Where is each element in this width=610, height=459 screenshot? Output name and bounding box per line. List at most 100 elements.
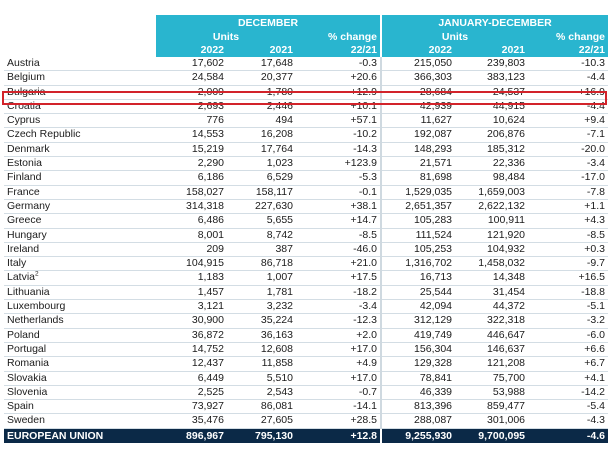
- cell-decpct: +12.8: [296, 428, 383, 443]
- cell-dec21: 494: [227, 113, 296, 129]
- cell-decpct: +2.0: [296, 328, 383, 343]
- cell-dec21: 6,529: [227, 170, 296, 186]
- cell-jd22: 215,050: [381, 57, 456, 72]
- table-row: Latvia2 1,183 1,007 +17.5 16,713 14,348 +16.5: [4, 270, 609, 286]
- table-row: Luxembourg 3,121 3,232 -3.4 42,094 44,372 -5.1: [4, 299, 609, 315]
- table-row: France 158,027 158,117 -0.1 1,529,035 1,659,0…: [4, 185, 609, 200]
- cell-decpct: +20.6: [296, 70, 383, 86]
- country-name: EUROPEAN UNION: [4, 428, 156, 443]
- country-name: Spain: [4, 399, 156, 415]
- cell-jdpct: +0.3: [528, 242, 609, 258]
- country-name-text: Denmark: [7, 142, 50, 155]
- cell-jd22: 21,571: [381, 156, 456, 172]
- country-name: Netherlands: [4, 313, 156, 329]
- cell-jd22: 156,304: [381, 342, 456, 358]
- country-name: Poland: [4, 328, 156, 343]
- cell-jd22: 366,303: [381, 70, 456, 86]
- header-ratio-dec: 22/21: [296, 44, 383, 57]
- cell-jd21: 24,537: [455, 85, 529, 100]
- header-units-jd: Units: [381, 31, 529, 44]
- country-name: Romania: [4, 356, 156, 372]
- cell-jd22: 25,544: [381, 285, 456, 301]
- country-name: Estonia: [4, 156, 156, 172]
- total-row: EUROPEAN UNION 896,967 795,130 +12.8 9,255,9…: [4, 428, 609, 443]
- cell-dec21: 12,608: [227, 342, 296, 358]
- cell-decpct: +38.1: [296, 199, 383, 215]
- cell-dec21: 387: [227, 242, 296, 258]
- country-name-text: Poland: [7, 328, 40, 341]
- cell-jd21: 1,458,032: [455, 256, 529, 272]
- table-row: Lithuania 1,457 1,781 -18.2 25,544 31,454 -18.…: [4, 285, 609, 301]
- table-row: Sweden 35,476 27,605 +28.5 288,087 301,006 -4.…: [4, 413, 609, 429]
- country-name-text: Cyprus: [7, 114, 41, 127]
- cell-dec21: 8,742: [227, 228, 296, 243]
- cell-jd22: 28,684: [381, 85, 456, 100]
- cell-dec21: 36,163: [227, 328, 296, 343]
- cell-jd21: 100,911: [455, 213, 529, 229]
- cell-jd21: 1,659,003: [455, 185, 529, 200]
- country-name-text: Romania: [7, 357, 50, 370]
- cell-jdpct: -4.3: [528, 413, 609, 429]
- cell-decpct: +4.9: [296, 356, 383, 372]
- cell-jdpct: +4.1: [528, 371, 609, 386]
- country-name: Portugal: [4, 342, 156, 358]
- cell-jd22: 105,253: [381, 242, 456, 258]
- cell-jdpct: +16.9: [528, 85, 609, 100]
- cell-dec22: 1,457: [156, 285, 227, 301]
- country-name-text: Slovakia: [7, 371, 47, 384]
- cell-jdpct: -3.2: [528, 313, 609, 329]
- cell-jdpct: +4.3: [528, 213, 609, 229]
- cell-jd21: 2,622,132: [455, 199, 529, 215]
- country-name: Italy: [4, 256, 156, 272]
- country-name-text: EUROPEAN UNION: [7, 429, 104, 442]
- header-year-2022-dec: 2022: [156, 44, 227, 57]
- cell-dec21: 795,130: [227, 428, 296, 443]
- cell-jd21: 322,318: [455, 313, 529, 329]
- table-row: Poland 36,872 36,163 +2.0 419,749 446,647 -6.0: [4, 328, 609, 343]
- cell-jd22: 81,698: [381, 170, 456, 186]
- cell-jd22: 312,129: [381, 313, 456, 329]
- country-name: Czech Republic: [4, 127, 156, 143]
- cell-dec21: 20,377: [227, 70, 296, 86]
- cell-dec22: 896,967: [156, 428, 227, 443]
- cell-dec22: 14,553: [156, 127, 227, 143]
- cell-jd22: 78,841: [381, 371, 456, 386]
- table-row: Estonia 2,290 1,023 +123.9 21,571 22,336 -3.4: [4, 156, 609, 172]
- cell-decpct: +12.9: [296, 85, 383, 100]
- table-header: DECEMBER JANUARY-DECEMBER Units % change…: [4, 15, 609, 57]
- cell-jdpct: -6.0: [528, 328, 609, 343]
- cell-dec21: 3,232: [227, 299, 296, 315]
- cell-jd21: 121,208: [455, 356, 529, 372]
- cell-jdpct: +6.7: [528, 356, 609, 372]
- country-name-text: Greece: [7, 214, 42, 227]
- cell-decpct: +17.5: [296, 270, 383, 286]
- cell-jdpct: +16.5: [528, 270, 609, 286]
- cell-jd22: 105,283: [381, 213, 456, 229]
- country-name-text: Hungary: [7, 228, 47, 241]
- cell-dec22: 6,186: [156, 170, 227, 186]
- cell-dec22: 15,219: [156, 142, 227, 158]
- table-row: Czech Republic 14,553 16,208 -10.2 192,087 20…: [4, 127, 609, 143]
- header-year-2022-jd: 2022: [381, 44, 456, 57]
- table-row: Slovenia 2,525 2,543 -0.7 46,339 53,988 -14.2: [4, 385, 609, 401]
- cell-dec22: 158,027: [156, 185, 227, 200]
- cell-jdpct: -18.8: [528, 285, 609, 301]
- cell-dec22: 1,183: [156, 270, 227, 286]
- cell-dec22: 104,915: [156, 256, 227, 272]
- table-row: Slovakia 6,449 5,510 +17.0 78,841 75,700 +4.1: [4, 371, 609, 386]
- registrations-table: DECEMBER JANUARY-DECEMBER Units % change…: [4, 15, 609, 443]
- cell-jd22: 2,651,357: [381, 199, 456, 215]
- country-name: Slovakia: [4, 371, 156, 386]
- cell-decpct: +14.7: [296, 213, 383, 229]
- cell-jd21: 859,477: [455, 399, 529, 415]
- cell-jd21: 75,700: [455, 371, 529, 386]
- cell-dec22: 12,437: [156, 356, 227, 372]
- country-name: Latvia2: [4, 270, 156, 286]
- cell-dec22: 14,752: [156, 342, 227, 358]
- header-year-2021-jd: 2021: [455, 44, 529, 57]
- cell-jd21: 31,454: [455, 285, 529, 301]
- cell-jdpct: -3.4: [528, 156, 609, 172]
- country-name-text: Bulgaria: [7, 85, 46, 98]
- cell-jdpct: -4.4: [528, 99, 609, 115]
- table-row: Spain 73,927 86,081 -14.1 813,396 859,477 -5.4: [4, 399, 609, 415]
